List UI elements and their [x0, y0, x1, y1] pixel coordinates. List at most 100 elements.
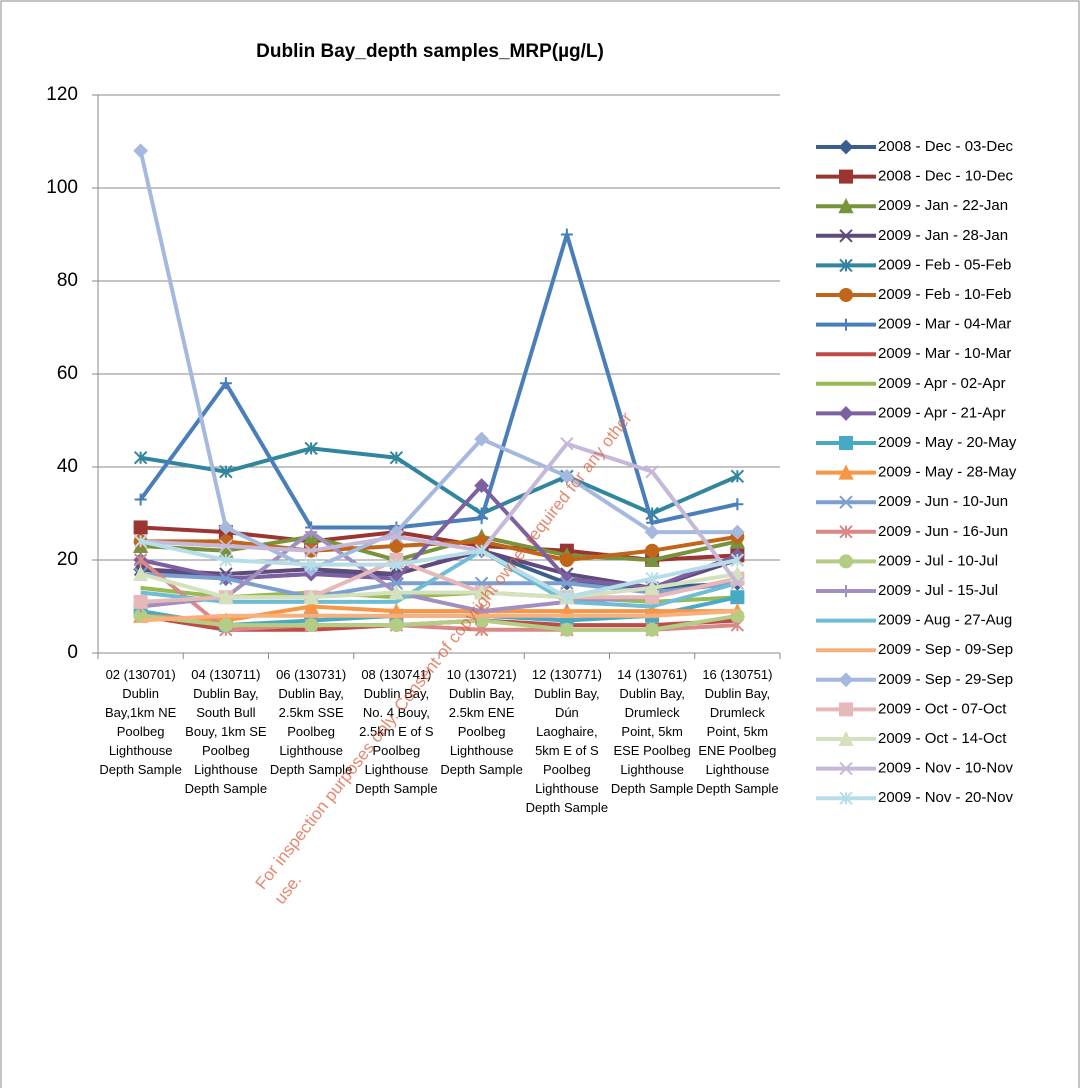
- x-tick-label: 08 (130741) Dublin Bay, No. 4 Bouy, 2.5k…: [355, 667, 438, 796]
- legend-label: 2009 - Sep - 09-Sep: [878, 641, 1013, 658]
- marker: [134, 493, 147, 506]
- legend-label: 2009 - Feb - 10-Feb: [878, 286, 1011, 303]
- marker: [559, 553, 574, 567]
- marker: [474, 543, 489, 558]
- series-line: [140, 613, 738, 632]
- legend-label: 2008 - Dec - 03-Dec: [878, 138, 1014, 155]
- marker: [218, 618, 233, 633]
- marker: [304, 557, 318, 572]
- series-line: [140, 571, 738, 600]
- series-line: [140, 483, 739, 590]
- marker: [474, 431, 490, 447]
- marker: [645, 622, 660, 637]
- marker: [838, 139, 854, 155]
- legend-label: 2009 - Jun - 10-Jun: [878, 493, 1008, 510]
- marker: [389, 530, 404, 544]
- marker: [839, 761, 853, 776]
- marker: [560, 576, 574, 590]
- legend-label: 2009 - Sep - 29-Sep: [878, 671, 1013, 688]
- marker: [304, 543, 318, 558]
- legend-label: 2009 - May - 28-May: [878, 464, 1017, 481]
- series-line: [140, 604, 738, 623]
- legend-label: 2009 - May - 20-May: [878, 434, 1017, 451]
- marker: [838, 197, 854, 214]
- marker: [133, 520, 148, 535]
- y-tick-label: 120: [46, 84, 78, 105]
- legend-label: 2009 - Jul - 15-Jul: [878, 582, 998, 599]
- legend-label: 2009 - Oct - 07-Oct: [878, 700, 1007, 717]
- y-tick-label: 80: [57, 270, 78, 291]
- marker: [218, 520, 234, 535]
- marker: [840, 585, 852, 597]
- marker: [303, 598, 319, 614]
- marker: [838, 464, 854, 480]
- x-tick-label: 06 (130731) Dublin Bay, 2.5km SSE Poolbe…: [269, 667, 353, 777]
- chart-title: Dublin Bay_depth samples_MRP(µg/L): [256, 41, 604, 62]
- marker: [389, 557, 404, 572]
- marker: [475, 512, 488, 525]
- legend-label: 2009 - Mar - 04-Mar: [878, 316, 1011, 333]
- marker: [219, 571, 233, 586]
- marker: [839, 495, 853, 509]
- y-tick-label: 20: [57, 549, 78, 570]
- marker: [304, 618, 319, 633]
- series-line: [140, 441, 739, 585]
- x-tick-label: 16 (130751) Dublin Bay, Drumleck Point, …: [696, 667, 779, 796]
- x-tick-label: 04 (130711) Dublin Bay, South Bull Bouy,…: [184, 667, 268, 796]
- marker: [133, 594, 148, 609]
- marker: [219, 464, 233, 479]
- marker: [389, 539, 404, 554]
- series-line: [140, 539, 738, 600]
- legend-label: 2008 - Dec - 10-Dec: [878, 168, 1014, 185]
- x-tick-label: 14 (130761) Dublin Bay, Drumleck Point, …: [610, 667, 694, 796]
- marker: [730, 553, 745, 567]
- x-tick-label: 12 (130771) Dublin Bay, Dún Laoghaire, 5…: [525, 667, 609, 815]
- x-tick-label: 10 (130721) Dublin Bay, 2.5km ENE Poolbe…: [440, 667, 523, 777]
- y-tick-label: 40: [57, 456, 78, 477]
- marker: [730, 469, 745, 484]
- marker: [305, 526, 318, 539]
- legend-label: 2009 - Nov - 20-Nov: [878, 789, 1014, 806]
- y-tick-label: 100: [46, 177, 78, 198]
- legend-label: 2009 - Apr - 21-Apr: [878, 404, 1006, 421]
- legend-label: 2009 - Oct - 14-Oct: [878, 730, 1007, 747]
- marker: [839, 258, 853, 273]
- legend-label: 2009 - Jan - 22-Jan: [878, 197, 1008, 214]
- marker: [133, 450, 148, 465]
- marker: [730, 590, 745, 605]
- marker: [133, 553, 148, 567]
- marker: [645, 543, 660, 558]
- marker: [133, 143, 149, 159]
- legend-label: 2009 - Nov - 10-Nov: [878, 760, 1014, 777]
- marker: [839, 554, 853, 569]
- marker: [389, 618, 404, 633]
- marker: [839, 702, 853, 717]
- legend-label: 2009 - Mar - 10-Mar: [878, 345, 1011, 362]
- legend-label: 2009 - Jul - 10-Jul: [878, 552, 998, 569]
- marker: [644, 524, 660, 540]
- marker: [839, 791, 853, 805]
- marker: [388, 584, 404, 600]
- legend-label: 2009 - Aug - 27-Aug: [878, 612, 1012, 629]
- marker: [559, 622, 574, 637]
- marker: [219, 377, 232, 390]
- y-tick-label: 60: [57, 363, 78, 384]
- marker: [839, 288, 853, 302]
- series-line: [139, 232, 738, 530]
- marker: [644, 579, 660, 595]
- marker: [731, 498, 744, 511]
- marker: [840, 318, 852, 331]
- marker: [645, 464, 659, 479]
- marker: [219, 553, 233, 567]
- marker: [560, 590, 574, 604]
- marker: [219, 539, 233, 553]
- series-line: [140, 609, 738, 623]
- marker: [839, 525, 853, 539]
- marker: [474, 478, 490, 494]
- marker: [304, 441, 318, 456]
- marker: [218, 588, 234, 605]
- marker: [839, 436, 853, 450]
- marker: [839, 229, 853, 243]
